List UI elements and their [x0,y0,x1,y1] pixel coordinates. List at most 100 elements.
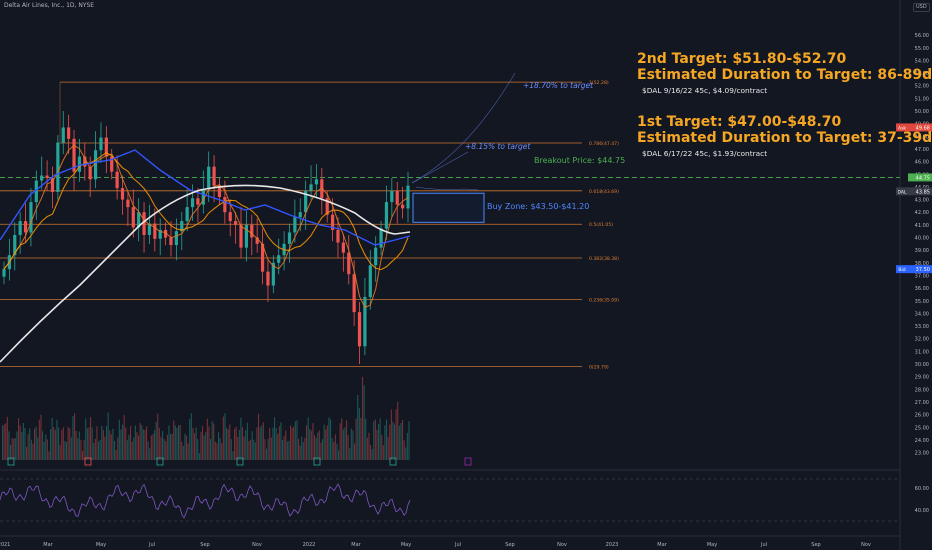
volume-bar [326,425,328,460]
target2-projection [411,72,516,184]
volume-bar [301,436,303,460]
price-tag: Ask 49.68 [896,123,932,132]
volume-bar [50,429,52,460]
volume-bar [115,450,117,460]
volume-bar [294,421,296,460]
volume-bar [29,428,31,460]
volume-bar [355,418,357,460]
volume-bar [318,430,320,460]
volume-bar [30,439,32,460]
candle-body [174,231,178,246]
volume-bar [149,448,151,460]
volume-bar [394,424,396,460]
volume-bar [338,450,340,460]
volume-bar [69,428,71,460]
price-tag-value-box [908,187,932,196]
candle-body [357,312,362,347]
volume-bar [386,419,388,460]
volume-bar [118,419,120,460]
volume-bar [86,428,88,460]
event-marker [236,457,244,466]
volume-bar [176,427,178,460]
y-tick-label: 35.00 [915,299,929,305]
volume-bar [182,445,184,460]
candle-body [180,221,184,232]
volume-bar [334,434,336,460]
volume-bar [264,439,266,460]
volume-bar [282,439,284,460]
volume-bar [195,427,197,460]
volume-bar [211,421,213,460]
x-tick-label: May [96,542,106,548]
y-tick-label: 30.00 [915,362,929,368]
volume-bar [226,427,228,460]
volume-bar [232,451,234,460]
volume-bar [320,442,322,460]
volume-bar [363,385,365,460]
volume-bar [125,427,127,460]
volume-bar [374,419,376,460]
candle-body [18,221,22,235]
y-tick-label: 27.00 [915,400,929,406]
candle-body [406,185,410,209]
candle-body [304,190,308,213]
candle-body [153,223,157,239]
buy-zone-label: Buy Zone: $43.50-$41.20 [487,202,590,211]
target2-title: 2nd Target: $51.80-$52.70 [637,51,847,67]
candle-body [395,190,399,205]
candle-body [115,171,119,189]
x-tick-label: 2023 [606,542,619,548]
volume-bar [27,434,29,460]
y-tick-label: 37.00 [915,273,929,279]
candle-body [374,247,378,266]
fib-label: 0.382(38.38) [589,256,619,262]
candle-body [99,137,103,151]
x-tick-label: May [707,542,717,548]
candle-body [336,229,340,243]
symbol-title: Delta Air Lines, Inc., 1D, NYSE [4,2,95,9]
volume-bar [46,439,48,460]
volume-bar [166,434,168,460]
breakout-label: Breakout Price: $44.75 [534,156,626,165]
volume-bar [349,448,351,460]
volume-bar [147,441,149,460]
volume-bar [158,427,160,460]
candle-body [45,175,49,179]
y-tick-label: 23.00 [915,451,929,457]
volume-bar [22,422,24,460]
currency-badge[interactable]: USD [913,3,930,12]
volume-bar [286,441,288,460]
volume-bar [315,437,317,460]
volume-bar [250,439,252,460]
y-tick-label: 55.00 [915,46,929,52]
volume-bar [336,443,338,460]
volume-bar [379,418,381,460]
candle-body [196,198,200,205]
volume-bar [93,442,95,460]
candle-body [201,189,205,205]
volume-bar [85,418,87,460]
volume-bar [133,437,135,460]
price-tag: Bid 37.50 [896,265,932,274]
volume-bar [144,429,146,460]
volume-bar [43,441,45,460]
x-tick-label: Nov [252,542,262,548]
volume-bar [16,431,18,460]
price-tag-label-box [896,187,908,196]
volume-bar [371,449,373,460]
candle-body [131,207,135,228]
volume-bar [77,438,79,460]
volume-bar [53,426,55,460]
candle-body [363,296,367,347]
y-tick-label: 34.00 [915,311,929,317]
candle-body [13,234,17,256]
volume-bar [51,418,53,460]
volume-bar [35,426,37,460]
candle-body [185,207,189,222]
pct-target2-label: +18.70% to target [523,81,594,90]
y-tick-label: 24.00 [915,438,929,444]
volume-bar [389,424,391,460]
volume-bar [234,428,236,460]
volume-bar [67,427,69,460]
